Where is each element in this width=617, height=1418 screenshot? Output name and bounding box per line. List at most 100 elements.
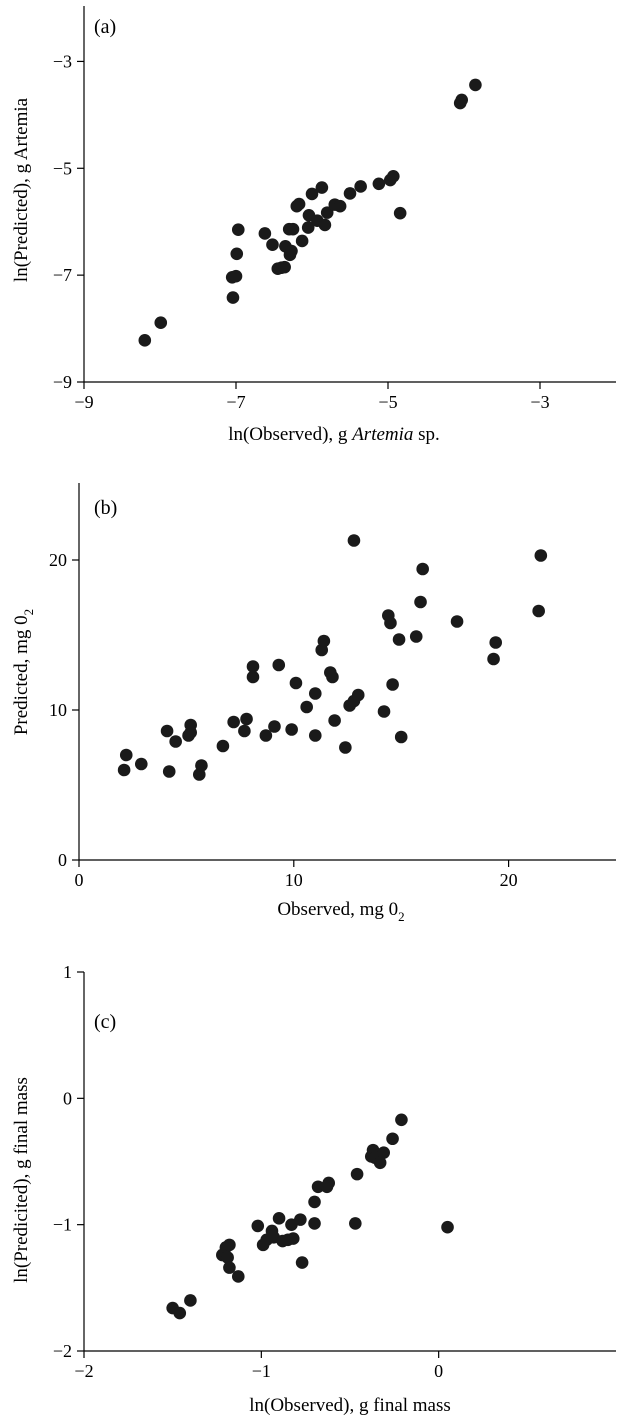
- panel-c-data-point: [441, 1220, 454, 1234]
- panel-b-data-point: [195, 759, 208, 772]
- panel-b-data-point: [308, 687, 322, 700]
- panel-a-y-tick-label: −3: [53, 51, 72, 71]
- panel-b-data-point: [119, 748, 133, 762]
- panel-c-data-point: [223, 1238, 236, 1252]
- panel-a-data-point: [315, 181, 329, 194]
- panel-b-data-point: [184, 718, 197, 732]
- panel-c-data-point: [221, 1251, 234, 1264]
- panel-b-x-tick-label: 0: [75, 870, 84, 890]
- panel-b-data-point: [289, 676, 303, 690]
- panel-c-data-point: [184, 1294, 197, 1307]
- panel-a-data-point: [286, 222, 300, 236]
- panel-a-data-point: [393, 206, 407, 220]
- panel-b-data-point: [394, 730, 408, 744]
- panel-c-x-tick-label: −1: [252, 1361, 271, 1381]
- panel-c-data-point: [308, 1195, 321, 1209]
- panel-b-data-point: [246, 670, 260, 684]
- panel-c-x-axis: −2 −1 0: [74, 1350, 616, 1381]
- panel-b-y-axis: 0 10 20: [49, 483, 80, 870]
- panel-a-label: (a): [94, 16, 116, 38]
- panel-b-data-point: [160, 724, 174, 738]
- panel-b-data-point: [117, 763, 131, 777]
- panel-a-data-point: [278, 260, 291, 274]
- panel-a-data-point: [295, 234, 309, 248]
- panel-b-data-point: [416, 562, 429, 576]
- panel-c-y-tick-label: 1: [63, 962, 72, 982]
- panel-b-data-point: [246, 660, 260, 673]
- panel-b-data-point: [162, 765, 176, 778]
- panel-a-x-tick-label: −3: [530, 392, 549, 412]
- panel-a-points: [138, 78, 482, 347]
- panel-b-data-point: [384, 616, 397, 630]
- panel-a-data-point: [333, 199, 347, 213]
- panel-b-data-point: [487, 652, 500, 666]
- panel-a-data-point: [230, 247, 244, 261]
- panel-b-data-point: [134, 757, 148, 771]
- panel-b-data-point: [392, 633, 406, 646]
- panel-c-y-axis: −2 −1 0 1: [53, 962, 85, 1361]
- panel-a-data-point: [266, 238, 279, 251]
- panel-a-data-point: [138, 334, 152, 347]
- panel-b-data-point: [300, 700, 313, 714]
- panel-c-y-tick-label: 0: [63, 1088, 72, 1108]
- panel-b-data-point: [409, 630, 423, 643]
- panel-a-data-point: [258, 227, 272, 240]
- panel-b-data-point: [532, 604, 545, 618]
- panel-c: (c) −2 −1 0 −2 −1 0 1 ln(Observed), g final m…: [11, 962, 616, 1416]
- panel-c-data-point: [295, 1256, 309, 1269]
- panel-b-data-point: [328, 714, 341, 727]
- panel-c-data-point: [308, 1217, 321, 1230]
- panel-b-data-point: [351, 688, 365, 702]
- panel-b-x-tick-label: 10: [285, 870, 303, 890]
- panel-b-data-point: [534, 549, 548, 562]
- panel-c-data-point: [231, 1270, 245, 1283]
- panel-c-data-point: [223, 1261, 236, 1274]
- panel-c-data-point: [373, 1156, 387, 1170]
- panel-a-data-point: [301, 221, 315, 234]
- panel-b-x-axis-label: Observed, mg 02: [277, 899, 404, 924]
- panel-a-data-point: [320, 206, 334, 219]
- panel-a-y-tick-label: −7: [53, 265, 72, 285]
- panel-a-data-point: [292, 197, 306, 211]
- panel-a-data-point: [469, 78, 482, 92]
- panel-c-data-point: [350, 1167, 364, 1181]
- panel-c-data-point: [322, 1176, 336, 1190]
- panel-a-data-point: [343, 187, 357, 200]
- panel-c-data-point: [349, 1217, 362, 1230]
- panel-a-data-point: [154, 316, 168, 329]
- panel-a-x-tick-label: −7: [226, 392, 245, 412]
- panel-c-x-tick-label: −2: [74, 1361, 93, 1381]
- panel-c-label: (c): [94, 1011, 116, 1033]
- panel-c-points: [166, 1113, 454, 1320]
- panel-b-data-point: [268, 720, 281, 733]
- panel-b-data-point: [489, 636, 503, 649]
- panel-a-y-tick-label: −5: [53, 158, 72, 178]
- panel-a-x-axis: −9 −7 −5 −3: [74, 381, 616, 412]
- panel-b-y-tick-label: 0: [58, 850, 67, 870]
- panel-b-data-point: [386, 678, 399, 691]
- panel-b-data-point: [377, 705, 391, 718]
- panel-b-data-point: [414, 595, 427, 609]
- panel-a-y-tick-label: −9: [53, 372, 72, 392]
- panel-a-data-point: [229, 269, 243, 283]
- panel-b-points: [117, 534, 548, 781]
- panel-b-data-point: [227, 715, 240, 729]
- panel-b-data-point: [347, 534, 361, 547]
- panel-c-data-point: [395, 1113, 408, 1127]
- panel-a-data-point: [318, 218, 332, 232]
- panel-a: (a) −9 −7 −5 −3 −9 −7 −5 −3 ln(Observed), g Ar…: [11, 6, 616, 445]
- panel-b-data-point: [326, 670, 339, 684]
- panel-b-data-point: [240, 712, 253, 726]
- panel-c-data-point: [173, 1306, 187, 1320]
- panel-a-data-point: [354, 180, 367, 193]
- panel-b-y-tick-label: 10: [49, 700, 67, 720]
- panel-a-x-axis-label: ln(Observed), g Artemia sp.: [228, 424, 440, 445]
- panel-b-label: (b): [94, 497, 117, 519]
- panel-a-data-point: [372, 177, 386, 191]
- panel-a-data-point: [305, 187, 319, 201]
- panel-b-x-axis: 0 10 20: [75, 859, 616, 890]
- panel-a-data-point: [387, 170, 400, 183]
- panel-c-y-tick-label: −1: [53, 1215, 72, 1235]
- panel-a-y-axis-label: ln(Predicted), g Artemia: [11, 97, 32, 282]
